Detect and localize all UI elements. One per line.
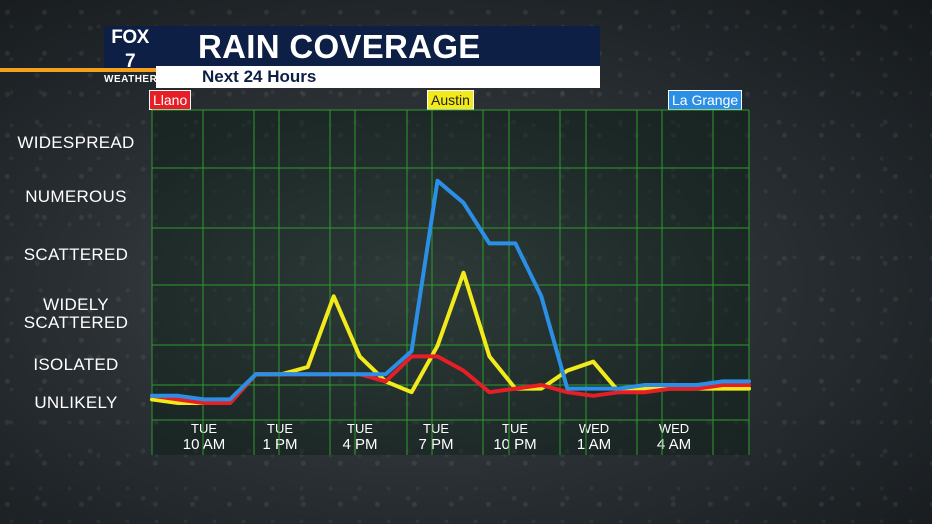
y-label-widespread: WIDESPREAD	[17, 133, 135, 152]
x-label: WED 4 AM	[634, 422, 714, 454]
fox7-weather-logo: FOX 7 WEATHER	[104, 26, 157, 85]
x-label-time: 10 PM	[493, 436, 537, 453]
x-label-day: WED	[658, 421, 690, 436]
logo-fox7-text: FOX 7	[111, 27, 149, 72]
y-label-numerous: NUMEROUS	[25, 187, 127, 206]
x-label: TUE 1 PM	[240, 422, 320, 454]
x-label-time: 7 PM	[418, 436, 454, 453]
x-label-time: 4 PM	[342, 436, 378, 453]
legend-tag-la-grange: La Grange	[668, 90, 743, 110]
x-label: TUE 7 PM	[396, 422, 476, 454]
chart-title: RAIN COVERAGE	[156, 26, 600, 68]
legend-tag-austin: Austin	[427, 90, 474, 110]
y-label-isolated: ISOLATED	[33, 355, 119, 374]
x-label-day: TUE	[191, 421, 217, 436]
x-label-time: 1 PM	[262, 436, 298, 453]
x-label-time: 4 AM	[656, 436, 692, 453]
series-line-la-grange	[150, 178, 751, 402]
y-label-scattered: SCATTERED	[23, 245, 129, 264]
x-label-time: 1 AM	[576, 436, 612, 453]
x-label-day: TUE	[347, 421, 373, 436]
x-label: TUE 4 PM	[320, 422, 400, 454]
logo-weather-text: WEATHER	[104, 74, 158, 85]
x-label: TUE 10 AM	[164, 422, 244, 454]
legend-tag-llano: Llano	[149, 90, 192, 110]
x-label-time: 10 AM	[182, 436, 226, 453]
y-label-unlikely: UNLIKELY	[34, 393, 118, 412]
x-label-day: TUE	[267, 421, 293, 436]
y-label-widely-scattered: WIDELY SCATTERED	[23, 295, 129, 332]
chart-subtitle: Next 24 Hours	[156, 66, 600, 88]
series-line-llano	[150, 354, 751, 405]
x-label-day: TUE	[423, 421, 449, 436]
